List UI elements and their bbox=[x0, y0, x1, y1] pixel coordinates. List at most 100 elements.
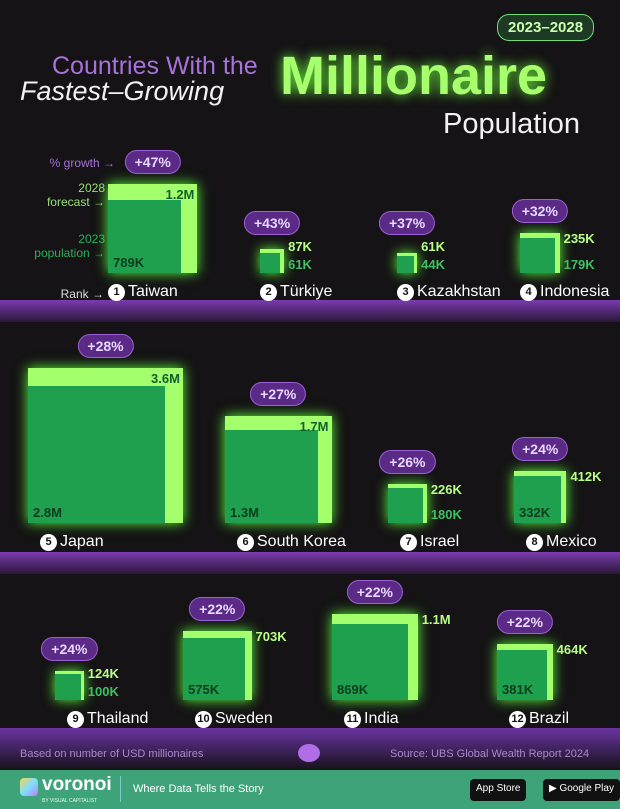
forecast-square-2028 bbox=[28, 367, 183, 523]
footnote: Based on number of USD millionaires bbox=[20, 748, 204, 760]
forecast-square-2028 bbox=[183, 631, 252, 700]
population-label: 575K bbox=[188, 682, 220, 697]
country-label: 2 Türkiye bbox=[260, 283, 332, 301]
forecast-square-2028 bbox=[225, 416, 332, 523]
forecast-square-2028 bbox=[497, 644, 553, 700]
forecast-label: 1.2M bbox=[165, 186, 195, 202]
population-label: 180K bbox=[430, 507, 462, 522]
forecast-label: 226K bbox=[430, 482, 462, 498]
population-square-2023 bbox=[388, 488, 423, 523]
growth-pill: +32% bbox=[511, 199, 568, 224]
row-divider bbox=[0, 300, 620, 322]
title-line-1: Countries With the bbox=[52, 52, 258, 80]
play-icon: ▶ bbox=[549, 783, 560, 794]
country-label: 11 India bbox=[344, 710, 399, 728]
forecast-square-2028 bbox=[332, 614, 418, 700]
rank-badge: 9 bbox=[67, 710, 84, 728]
rank-badge: 7 bbox=[400, 533, 417, 551]
population-square-2023 bbox=[225, 429, 319, 523]
growth-pill: +27% bbox=[250, 382, 307, 407]
population-label: 100K bbox=[87, 684, 119, 699]
population-square-2023 bbox=[332, 623, 409, 700]
population-label: 61K bbox=[288, 257, 312, 272]
growth-pill: +43% bbox=[243, 211, 301, 235]
population-square-2023 bbox=[28, 386, 165, 523]
divider bbox=[120, 776, 121, 802]
growth-pill: +22% bbox=[189, 597, 246, 622]
population-square-2023 bbox=[55, 674, 81, 700]
population-label: 869K bbox=[337, 682, 369, 697]
google-play-button[interactable]: ▶ Google Play bbox=[543, 779, 620, 801]
growth-pill: +24% bbox=[41, 637, 98, 662]
population-label: 1.3M bbox=[230, 505, 259, 520]
country-name: South Korea bbox=[257, 533, 346, 550]
forecast-square-2028 bbox=[397, 252, 418, 273]
legend-rank: Rank → bbox=[60, 287, 104, 301]
year-range-badge: 2023–2028 bbox=[497, 14, 595, 41]
forecast-label: 412K bbox=[570, 468, 602, 484]
country-label: 9 Thailand bbox=[67, 710, 148, 728]
population-label: 381K bbox=[502, 682, 534, 697]
rank-badge: 11 bbox=[344, 710, 361, 728]
growth-pill: +28% bbox=[77, 333, 134, 358]
rank-badge: 5 bbox=[40, 533, 57, 551]
forecast-label: 235K bbox=[563, 231, 595, 247]
population-square-2023 bbox=[520, 238, 555, 273]
app-store-label: App Store bbox=[476, 783, 521, 794]
app-store-button[interactable]: App Store bbox=[470, 779, 527, 801]
country-name: Kazakhstan bbox=[417, 283, 501, 300]
brand: voronoi bbox=[42, 774, 112, 795]
legend-forecast: 2028 forecast → bbox=[46, 181, 105, 209]
country-name: Brazil bbox=[529, 710, 570, 727]
forecast-label: 61K bbox=[421, 239, 446, 254]
country-name: Japan bbox=[60, 533, 104, 550]
rank-badge: 6 bbox=[237, 533, 254, 551]
growth-pill: +37% bbox=[378, 211, 436, 235]
title-line-3: Millionaire bbox=[280, 46, 548, 106]
forecast-label: 124K bbox=[87, 666, 119, 681]
forecast-label: 87K bbox=[288, 239, 312, 254]
population-square-2023 bbox=[514, 475, 562, 523]
legend-growth: % growth → bbox=[49, 156, 115, 170]
forecast-square-2028 bbox=[260, 248, 285, 273]
row-divider bbox=[0, 552, 620, 574]
legend-population: 2023 population → bbox=[34, 232, 105, 260]
country-name: Indonesia bbox=[540, 283, 610, 300]
forecast-label: 3.6M bbox=[151, 370, 180, 386]
country-name: India bbox=[364, 710, 399, 727]
rank-badge: 1 bbox=[108, 283, 125, 301]
forecast-label: 1.1M bbox=[421, 612, 451, 628]
population-label: 44K bbox=[421, 257, 446, 272]
footer-bar: voronoi BY VISUAL CAPITALIST Where Data … bbox=[0, 770, 620, 809]
forecast-square-2028 bbox=[388, 484, 427, 523]
population-square-2023 bbox=[108, 200, 181, 273]
rank-badge: 4 bbox=[520, 283, 537, 301]
voronoi-logo-icon bbox=[20, 778, 38, 796]
country-label: 4 Indonesia bbox=[520, 283, 609, 301]
country-name: Mexico bbox=[546, 533, 597, 550]
country-label: 1 Taiwan bbox=[108, 283, 178, 301]
forecast-label: 1.7M bbox=[299, 419, 329, 435]
growth-pill: +22% bbox=[496, 610, 553, 635]
population-label: 179K bbox=[563, 257, 595, 272]
rank-badge: 10 bbox=[195, 710, 212, 728]
country-label: 12 Brazil bbox=[509, 710, 569, 728]
country-label: 3 Kazakhstan bbox=[397, 283, 501, 301]
population-square-2023 bbox=[397, 255, 415, 273]
country-name: Israel bbox=[420, 533, 460, 550]
growth-pill: +47% bbox=[124, 149, 181, 174]
forecast-square-2028 bbox=[55, 671, 84, 700]
forecast-label: 464K bbox=[556, 642, 588, 658]
growth-pill: +22% bbox=[346, 580, 403, 605]
country-name: Taiwan bbox=[128, 283, 178, 300]
source: Source: UBS Global Wealth Report 2024 bbox=[390, 748, 590, 760]
country-label: 10 Sweden bbox=[195, 710, 273, 728]
forecast-label: 703K bbox=[255, 629, 287, 645]
population-label: 789K bbox=[113, 255, 145, 270]
growth-pill: +26% bbox=[379, 450, 436, 475]
population-square-2023 bbox=[183, 638, 245, 700]
tagline: Where Data Tells the Story bbox=[133, 783, 264, 795]
country-label: 5 Japan bbox=[40, 533, 104, 551]
title-line-2: Fastest–Growing bbox=[20, 76, 225, 106]
forecast-square-2028 bbox=[514, 470, 567, 523]
